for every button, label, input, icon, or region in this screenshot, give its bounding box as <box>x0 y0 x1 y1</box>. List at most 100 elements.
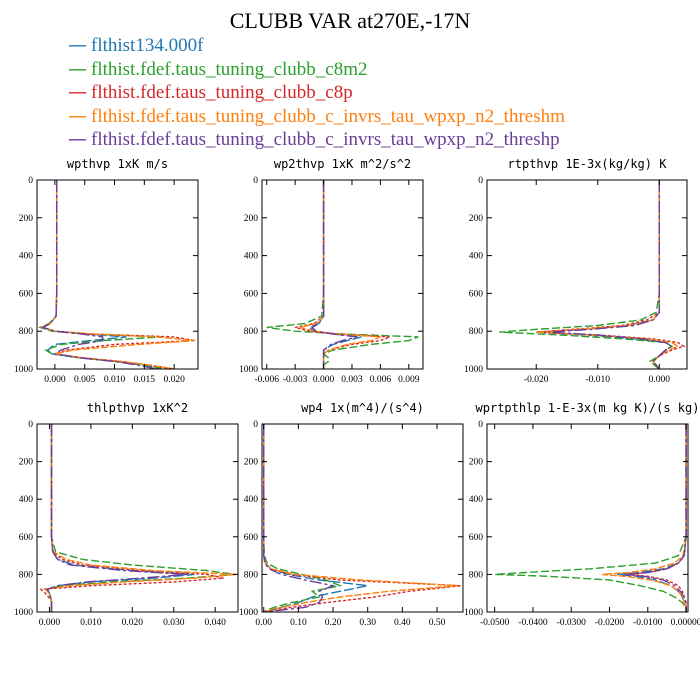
figure-title: CLUBB VAR at270E,-17N <box>229 8 471 33</box>
y-tick-label: 400 <box>469 495 484 505</box>
x-tick-label: 0.010 <box>80 618 102 628</box>
y-tick-label: 600 <box>469 289 484 299</box>
x-tick-label: 0.020 <box>163 375 185 385</box>
panel-title-4: wp4 1x(m^4)/(s^4) <box>301 401 424 415</box>
x-tick-label: 0.20 <box>325 618 342 628</box>
x-tick-label: -0.010 <box>585 375 610 385</box>
x-tick-label: 0.30 <box>359 618 376 628</box>
series-line-3 <box>601 424 687 612</box>
legend-line-1: — <box>68 57 87 80</box>
y-tick-label: 200 <box>244 214 259 224</box>
series-line-4 <box>548 180 673 369</box>
plot-frame <box>486 423 689 613</box>
legend: — flthist134.000f — flthist.fdef.taus_tuni… <box>68 34 565 152</box>
legend-line-2: — <box>68 81 87 103</box>
legend-label-1: flthist.fdef.taus_tuning_clubb_c8m2 <box>91 58 368 80</box>
x-tick-label: 0.00 <box>255 618 272 628</box>
x-tick-label: 0.005 <box>74 375 96 385</box>
x-tick-label: 0.000 <box>649 375 671 385</box>
x-tick-label: -0.0200 <box>595 618 625 628</box>
legend-item-2: — flthist.fdef.taus_tuning_clubb_c8p <box>68 81 565 105</box>
series-line-0 <box>308 180 362 369</box>
y-tick-label: 200 <box>244 458 259 468</box>
legend-item-0: — flthist134.000f <box>68 34 565 58</box>
series-line-3 <box>536 180 680 369</box>
y-tick-label: 600 <box>19 533 34 543</box>
series-line-3 <box>39 180 196 369</box>
series-line-2 <box>536 180 686 369</box>
plot-frame <box>36 179 199 370</box>
series-line-0 <box>41 180 163 369</box>
y-tick-label: 1000 <box>14 365 33 375</box>
y-tick-label: 600 <box>244 533 259 543</box>
y-tick-label: 1000 <box>14 608 33 618</box>
y-tick-label: 0 <box>28 176 33 186</box>
series-line-4 <box>624 424 687 612</box>
legend-item-3: — flthist.fdef.taus_tuning_clubb_c_invrs_… <box>68 105 565 129</box>
plot-frame <box>261 179 424 370</box>
y-tick-label: 800 <box>469 327 484 337</box>
y-tick-label: 400 <box>19 495 34 505</box>
legend-line-0: — <box>68 34 87 56</box>
y-tick-label: 400 <box>244 495 259 505</box>
y-tick-label: 800 <box>19 327 34 337</box>
x-tick-label: -0.006 <box>254 375 279 385</box>
x-tick-label: 0.040 <box>205 618 227 628</box>
y-tick-label: 1000 <box>239 365 258 375</box>
y-tick-label: 800 <box>244 570 259 580</box>
x-tick-label: 0.000 <box>39 618 61 628</box>
y-tick-label: 200 <box>19 458 34 468</box>
y-tick-label: 0 <box>253 176 258 186</box>
series-line-1 <box>266 180 419 369</box>
y-tick-label: 800 <box>244 327 259 337</box>
plot-frame <box>36 423 239 613</box>
x-tick-label: 0.030 <box>163 618 185 628</box>
plot-frame <box>486 179 688 370</box>
chart-panel-3: thlpthvp 1xK^2 0 200 400 600 800 1000 0.000 0.01… <box>14 401 239 628</box>
legend-item-4: — flthist.fdef.taus_tuning_clubb_c_invrs_… <box>68 128 565 152</box>
x-tick-label: -0.003 <box>283 375 308 385</box>
y-tick-label: 0 <box>253 420 258 430</box>
y-tick-label: 0 <box>478 420 483 430</box>
x-tick-label: 0.003 <box>341 375 363 385</box>
panel-title-3: thlpthvp 1xK^2 <box>87 401 188 415</box>
y-tick-label: 200 <box>469 458 484 468</box>
y-tick-label: 0 <box>478 176 483 186</box>
y-tick-label: 800 <box>19 570 34 580</box>
series-line-4 <box>263 424 336 612</box>
legend-label-4: flthist.fdef.taus_tuning_clubb_c_invrs_t… <box>91 129 560 150</box>
plot-frame <box>261 423 464 613</box>
chart-panel-2: rtpthvp 1E-3x(kg/kg) K 0 200 400 600 800 1000 -… <box>464 157 688 385</box>
legend-line-3: — <box>68 104 87 127</box>
series-line-2 <box>39 180 196 369</box>
chart-panel-0: wpthvp 1xK m/s 0 200 400 600 800 1000 0.000 0.00… <box>14 157 199 385</box>
y-tick-label: 1000 <box>464 608 483 618</box>
y-tick-label: 800 <box>469 570 484 580</box>
x-tick-label: 0.00000 <box>671 618 700 628</box>
x-tick-label: 0.006 <box>370 375 392 385</box>
legend-line-4: — <box>68 128 87 150</box>
y-tick-label: 400 <box>244 252 259 262</box>
x-tick-label: -0.0100 <box>633 618 663 628</box>
legend-item-1: — flthist.fdef.taus_tuning_clubb_c8m2 <box>68 58 565 82</box>
y-tick-label: 600 <box>19 289 34 299</box>
series-line-0 <box>263 424 368 612</box>
y-tick-label: 1000 <box>239 608 258 618</box>
panel-title-2: rtpthvp 1E-3x(kg/kg) K <box>508 157 668 171</box>
x-tick-label: 0.50 <box>429 618 446 628</box>
panel-title-1: wp2thvp 1xK m^2/s^2 <box>274 157 411 171</box>
y-tick-label: 400 <box>19 252 34 262</box>
x-tick-label: 0.000 <box>313 375 335 385</box>
x-tick-label: 0.015 <box>134 375 156 385</box>
panel-title-0: wpthvp 1xK m/s <box>67 157 168 171</box>
y-tick-label: 200 <box>19 214 34 224</box>
panel-title-5: wprtpthlp 1-E-3x(m kg K)/(s kg) <box>476 401 700 415</box>
x-tick-label: 0.020 <box>122 618 144 628</box>
x-tick-label: 0.000 <box>44 375 66 385</box>
x-tick-label: 0.40 <box>394 618 411 628</box>
series-line-4 <box>41 180 157 369</box>
series-line-1 <box>37 180 169 369</box>
chart-panel-1: wp2thvp 1xK m^2/s^202004006008001000-0.0… <box>239 157 424 385</box>
legend-label-2: flthist.fdef.taus_tuning_clubb_c8p <box>91 82 353 103</box>
